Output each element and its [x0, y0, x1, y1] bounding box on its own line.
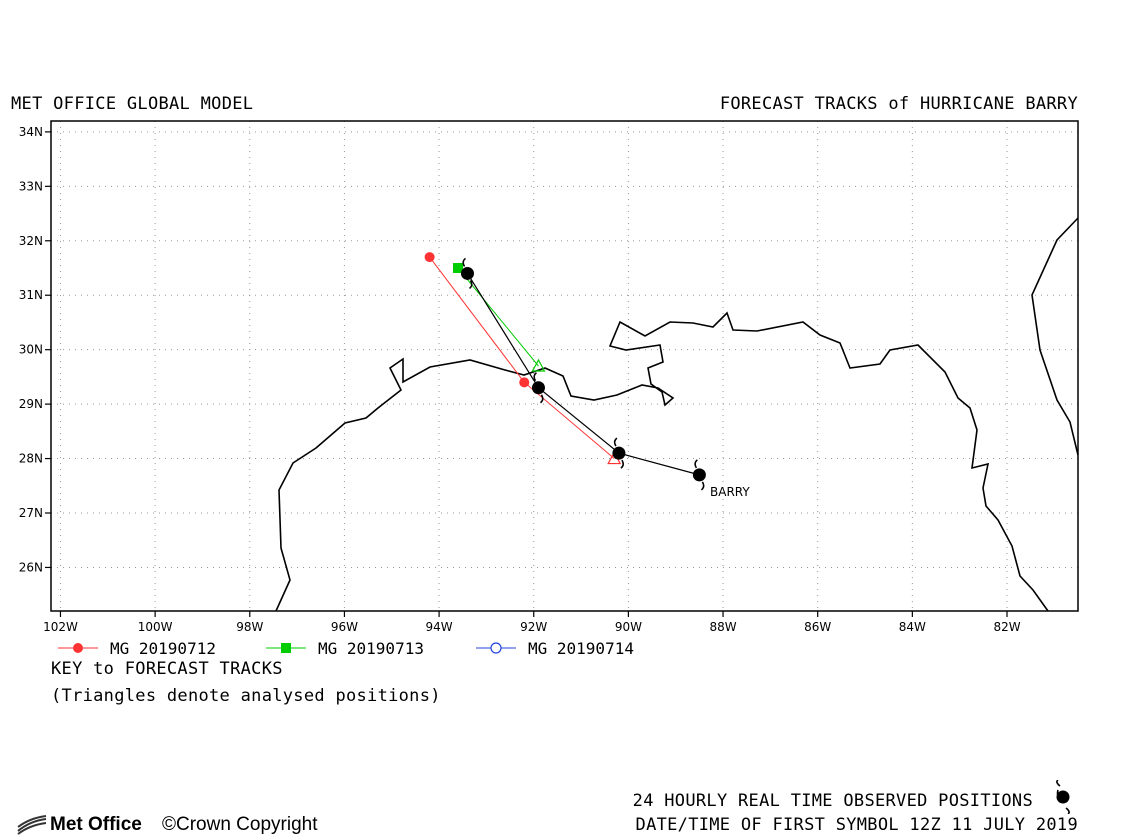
lon-tick-label: 100W	[138, 620, 173, 634]
tracks	[429, 256, 700, 476]
key-note: (Triangles denote analysed positions)	[51, 686, 441, 706]
lat-tick-label: 29N	[19, 397, 43, 411]
copyright: ©Crown Copyright	[162, 815, 318, 834]
legend: MG 20190712 MG 20190713 MG 20190714	[58, 639, 634, 658]
lon-tick-label: 96W	[331, 620, 358, 634]
lon-tick-label: 82W	[993, 620, 1020, 634]
forecast-position-marker	[519, 377, 530, 388]
lat-tick-label: 26N	[19, 560, 43, 574]
coastline	[275, 217, 1079, 612]
first-symbol-note: DATE/TIME OF FIRST SYMBOL 12Z 11 JULY 20…	[635, 815, 1078, 835]
lon-tick-label: 90W	[615, 620, 642, 634]
legend-label: MG 20190713	[318, 639, 424, 658]
met-office-logo-icon	[17, 815, 47, 835]
lon-tick-label: 92W	[520, 620, 547, 634]
atlantic-coast	[1031, 217, 1079, 456]
lon-tick-label: 94W	[426, 620, 453, 634]
left-title: MET OFFICE GLOBAL MODEL	[11, 94, 254, 114]
observed-track-line	[466, 273, 700, 476]
hurricane-icon	[1056, 780, 1070, 814]
legend-label: MG 20190714	[528, 639, 634, 658]
lat-tick-label: 31N	[19, 288, 43, 302]
hurricane-symbol-icon	[692, 459, 706, 491]
lat-tick-label: 27N	[19, 506, 43, 520]
lon-tick-label: 84W	[899, 620, 926, 634]
hurricane-symbol-icon	[460, 257, 474, 290]
observed-note: 24 HOURLY REAL TIME OBSERVED POSITIONS	[632, 791, 1033, 811]
copyright-text: Crown Copyright	[176, 814, 318, 835]
gulf-coast-west	[275, 311, 1049, 612]
lon-tick-label: 98W	[236, 620, 263, 634]
lat-tick-label: 30N	[19, 343, 43, 357]
lon-tick-label: 88W	[709, 620, 736, 634]
lat-tick-label: 28N	[19, 452, 43, 466]
lon-tick-label: 102W	[43, 620, 78, 634]
legend-marker	[490, 642, 502, 654]
lat-tick-label: 32N	[19, 234, 43, 248]
legend-marker	[73, 643, 83, 653]
hurricane-symbol-icon	[612, 437, 626, 469]
lat-tick-label: 33N	[19, 179, 43, 193]
track-markers	[424, 252, 706, 491]
met-office-logo: Met Office	[50, 814, 142, 835]
key-title: KEY to FORECAST TRACKS	[51, 659, 283, 679]
hurricane-symbol-icon	[531, 372, 545, 404]
forecast-track-line	[429, 256, 615, 459]
axis-ticks: 34N 33N 32N 31N 30N 29N 28N 27N 26N 102W 100W 98W 96…	[19, 125, 1021, 634]
lat-tick-label: 34N	[19, 125, 43, 139]
forecast-track-line	[457, 267, 539, 367]
lon-tick-label: 86W	[804, 620, 831, 634]
analysed-position-triangle	[531, 358, 546, 372]
grid-lines	[51, 121, 1078, 611]
right-title: FORECAST TRACKS of HURRICANE BARRY	[719, 94, 1078, 114]
storm-label: BARRY	[710, 485, 750, 499]
forecast-position-marker	[424, 252, 435, 263]
copyright-symbol: ©	[162, 814, 176, 835]
map-frame	[50, 120, 1079, 612]
legend-marker	[281, 643, 291, 653]
legend-label: MG 20190712	[110, 639, 216, 658]
forecast-position-marker	[453, 263, 464, 273]
